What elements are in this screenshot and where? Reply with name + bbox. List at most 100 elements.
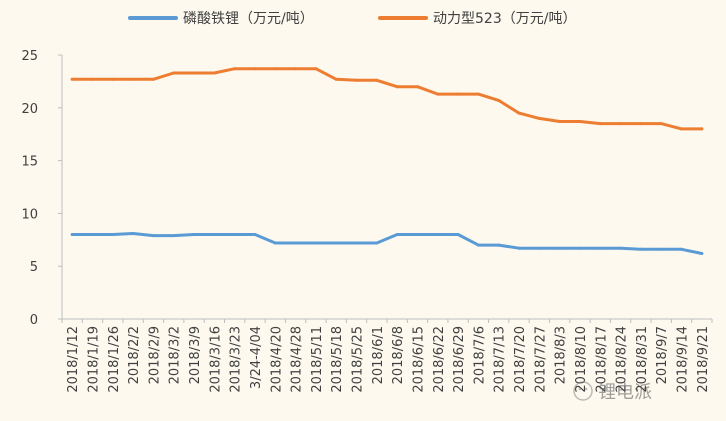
x-tick-label: 2018/8/10 bbox=[574, 326, 589, 393]
data-point bbox=[619, 246, 623, 250]
data-point bbox=[111, 77, 115, 81]
data-point bbox=[395, 233, 399, 236]
x-tick-label: 2018/7/27 bbox=[533, 326, 548, 393]
data-point bbox=[273, 241, 277, 245]
data-point bbox=[131, 77, 135, 81]
watermark-text: 锂电派 bbox=[598, 382, 652, 403]
x-tick-label: 2018/2/9 bbox=[147, 326, 162, 384]
data-point bbox=[456, 233, 460, 236]
data-point bbox=[659, 247, 663, 251]
data-point bbox=[436, 233, 440, 236]
data-point bbox=[639, 247, 643, 251]
legend: 磷酸铁锂（万元/吨） 动力型523（万元/吨） bbox=[128, 11, 576, 27]
data-point bbox=[558, 120, 562, 123]
data-point bbox=[598, 246, 602, 250]
data-point bbox=[151, 234, 155, 238]
series-line-1 bbox=[70, 67, 704, 131]
x-tick-label: 2018/7/13 bbox=[493, 326, 508, 393]
x-tick-label: 2018/6/1 bbox=[371, 326, 386, 384]
x-tick-label: 2018/9/21 bbox=[696, 326, 711, 393]
x-tick-label: 2018/9/7 bbox=[655, 326, 670, 384]
data-point bbox=[517, 246, 521, 250]
data-point bbox=[273, 67, 277, 71]
y-tick-label: 5 bbox=[30, 260, 38, 275]
x-tick-label: 2018/5/18 bbox=[330, 326, 345, 393]
data-point bbox=[253, 67, 257, 71]
data-point bbox=[355, 78, 358, 82]
data-point bbox=[233, 67, 237, 71]
x-tick-label: 2018/7/20 bbox=[513, 326, 528, 393]
series-line-0 bbox=[70, 232, 704, 255]
data-point bbox=[375, 78, 379, 82]
x-tick-label: 2018/7/6 bbox=[472, 326, 487, 384]
data-point bbox=[334, 77, 338, 81]
x-tick-label: 2018/8/31 bbox=[635, 326, 650, 393]
data-point bbox=[314, 67, 318, 71]
data-point bbox=[253, 233, 257, 236]
data-point bbox=[172, 71, 176, 75]
x-tick-label: 2018/1/12 bbox=[66, 326, 81, 393]
data-point bbox=[497, 98, 501, 102]
data-point bbox=[395, 85, 399, 89]
data-point bbox=[334, 241, 338, 245]
data-point bbox=[111, 233, 115, 236]
watermark-logo: 锂电派 bbox=[573, 381, 652, 403]
data-point bbox=[172, 234, 176, 238]
data-point bbox=[294, 241, 298, 245]
data-point bbox=[680, 127, 683, 131]
x-tick-label: 2018/6/29 bbox=[452, 326, 467, 393]
y-axis: 0 5 10 15 20 25 bbox=[21, 49, 63, 328]
data-point bbox=[355, 241, 358, 245]
x-tick-label: 2018/3/16 bbox=[208, 326, 223, 393]
x-tick-label: 2018/9/14 bbox=[676, 326, 691, 393]
data-point bbox=[212, 233, 216, 236]
x-tick-label: 2018/8/3 bbox=[554, 326, 569, 384]
data-point bbox=[578, 120, 582, 123]
watermark-group: 锂电派 bbox=[573, 381, 652, 403]
data-point bbox=[659, 122, 663, 126]
legend-label-1: 动力型523（万元/吨） bbox=[433, 11, 576, 27]
wechat-icon bbox=[573, 381, 593, 401]
x-tick-label: 2018/3/23 bbox=[229, 326, 244, 393]
x-tick-label: 2018/1/26 bbox=[107, 326, 122, 393]
data-point bbox=[192, 71, 196, 75]
data-point bbox=[314, 241, 318, 245]
y-tick-label: 20 bbox=[21, 102, 38, 117]
x-tick-label: 2018/8/24 bbox=[615, 326, 630, 393]
data-point bbox=[497, 243, 501, 247]
y-tick-label: 10 bbox=[21, 207, 38, 222]
data-point bbox=[517, 111, 521, 115]
y-tick-label: 15 bbox=[21, 155, 38, 170]
data-point bbox=[578, 246, 582, 250]
data-point bbox=[436, 92, 440, 96]
x-tick-label: 2018/6/22 bbox=[432, 326, 447, 393]
data-point bbox=[151, 77, 155, 81]
x-tick-label: 2018/6/8 bbox=[391, 326, 406, 384]
data-point bbox=[476, 92, 480, 96]
data-point bbox=[619, 122, 623, 126]
data-point bbox=[416, 233, 419, 236]
data-point bbox=[558, 246, 562, 250]
legend-label-0: 磷酸铁锂（万元/吨） bbox=[183, 11, 314, 27]
x-tick-label: 2018/4/28 bbox=[290, 326, 305, 393]
x-tick-label: 2018/6/15 bbox=[411, 326, 426, 393]
x-tick-label: 2018/4/20 bbox=[269, 326, 284, 393]
data-point bbox=[456, 92, 460, 96]
x-tick-label: 3/24-4/04 bbox=[249, 326, 264, 389]
data-point bbox=[212, 71, 216, 75]
x-axis: 2018/1/12 2018/1/19 2018/1/26 2018/2/2 2018/… bbox=[61, 318, 713, 393]
data-point bbox=[91, 77, 94, 81]
x-tick-label: 2018/2/2 bbox=[127, 326, 142, 384]
data-point bbox=[91, 233, 94, 236]
data-point bbox=[416, 85, 419, 89]
data-point bbox=[476, 243, 480, 247]
x-tick-label: 2018/5/11 bbox=[310, 326, 325, 393]
data-point bbox=[639, 122, 643, 126]
data-point bbox=[598, 122, 602, 126]
data-point bbox=[233, 233, 237, 236]
data-point bbox=[70, 77, 74, 81]
y-tick-label: 0 bbox=[30, 313, 38, 328]
x-tick-label: 2018/3/2 bbox=[168, 326, 183, 384]
